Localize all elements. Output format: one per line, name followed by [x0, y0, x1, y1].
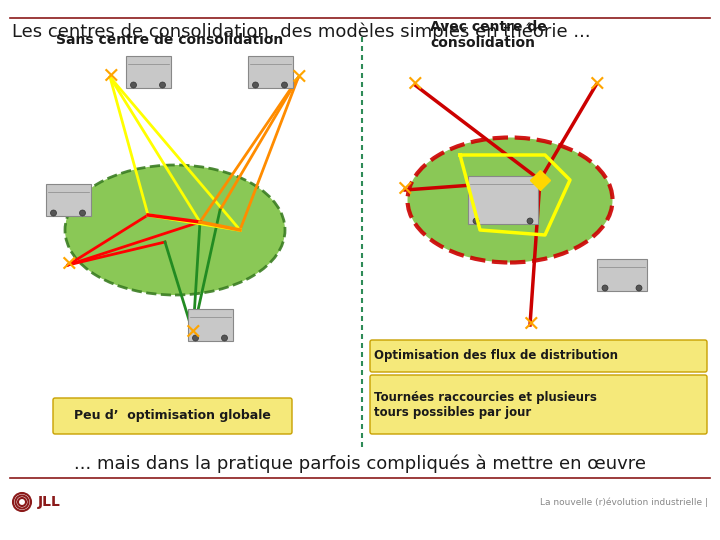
Circle shape	[636, 285, 642, 291]
FancyBboxPatch shape	[53, 398, 292, 434]
Bar	[597, 259, 647, 291]
Text: Optimisation des flux de distribution: Optimisation des flux de distribution	[374, 349, 618, 362]
Bar	[468, 176, 538, 224]
Text: Les centres de consolidation, des modèles simples en théorie ...: Les centres de consolidation, des modèle…	[12, 23, 590, 41]
FancyBboxPatch shape	[370, 375, 707, 434]
Text: Avec centre de
consolidation: Avec centre de consolidation	[430, 20, 546, 50]
Circle shape	[282, 82, 287, 88]
Text: Sans centre de consolidation: Sans centre de consolidation	[56, 33, 284, 47]
Ellipse shape	[408, 138, 613, 262]
Circle shape	[50, 210, 56, 216]
Text: ✕: ✕	[184, 323, 202, 343]
Circle shape	[473, 218, 479, 224]
Text: ✕: ✕	[59, 255, 77, 275]
Text: ✕: ✕	[521, 315, 539, 335]
Circle shape	[602, 285, 608, 291]
Text: ✕: ✕	[396, 180, 414, 200]
Text: Peu d’  optimisation globale: Peu d’ optimisation globale	[73, 409, 271, 422]
Circle shape	[222, 335, 228, 341]
Text: ✕: ✕	[587, 75, 606, 95]
Text: ✕: ✕	[289, 68, 307, 88]
Circle shape	[160, 82, 166, 88]
Circle shape	[192, 335, 199, 341]
Bar	[187, 309, 233, 341]
Bar	[125, 56, 171, 88]
Circle shape	[130, 82, 137, 88]
Text: ✕: ✕	[101, 67, 120, 87]
Circle shape	[79, 210, 86, 216]
Text: ✕: ✕	[405, 75, 424, 95]
Text: La nouvelle (r)évolution industrielle |: La nouvelle (r)évolution industrielle |	[540, 497, 708, 507]
Bar	[45, 184, 91, 216]
Text: ... mais dans la pratique parfois compliqués à mettre en œuvre: ... mais dans la pratique parfois compli…	[74, 455, 646, 473]
Text: JLL: JLL	[38, 495, 61, 509]
Circle shape	[253, 82, 258, 88]
Text: Tournées raccourcies et plusieurs
tours possibles par jour: Tournées raccourcies et plusieurs tours …	[374, 391, 597, 419]
FancyBboxPatch shape	[370, 340, 707, 372]
Bar	[248, 56, 292, 88]
Ellipse shape	[65, 165, 285, 295]
Circle shape	[527, 218, 533, 224]
